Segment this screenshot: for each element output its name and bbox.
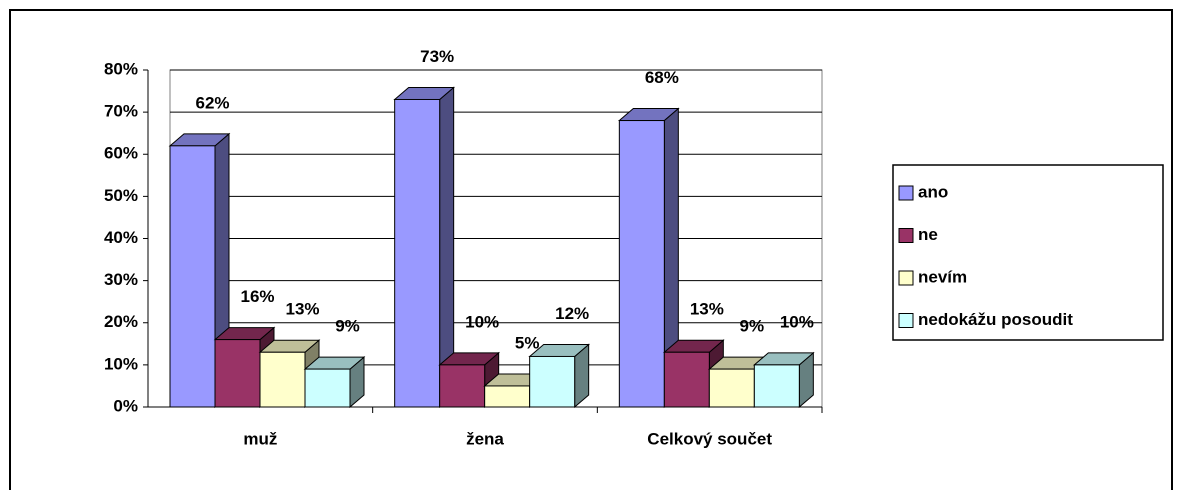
x-tick-label: muž bbox=[243, 429, 277, 448]
bar-front bbox=[259, 351, 306, 408]
bar-front bbox=[753, 364, 800, 408]
value-label: 13% bbox=[285, 300, 319, 319]
value-label: 5% bbox=[515, 333, 540, 352]
bar-front bbox=[663, 351, 710, 408]
y-tick-label: 20% bbox=[104, 312, 138, 331]
y-tick-label: 80% bbox=[104, 59, 138, 78]
x-tick-label: žena bbox=[466, 429, 504, 448]
value-label: 9% bbox=[740, 317, 765, 336]
y-tick-label: 60% bbox=[104, 144, 138, 163]
bar-front bbox=[708, 368, 755, 408]
bar-front bbox=[394, 98, 441, 408]
y-tick-label: 40% bbox=[104, 228, 138, 247]
value-label: 62% bbox=[195, 93, 229, 112]
legend-label: ne bbox=[918, 225, 938, 244]
bar bbox=[617, 107, 680, 409]
y-tick-label: 10% bbox=[104, 354, 138, 373]
value-label: 12% bbox=[555, 304, 589, 323]
value-label: 10% bbox=[780, 312, 814, 331]
bar-front bbox=[618, 120, 665, 408]
value-label: 68% bbox=[645, 68, 679, 87]
bar bbox=[752, 351, 815, 409]
bar-front bbox=[214, 339, 261, 408]
value-label: 10% bbox=[465, 312, 499, 331]
legend-swatch bbox=[898, 313, 914, 328]
bar-front bbox=[169, 145, 216, 408]
bar-front bbox=[484, 385, 531, 408]
bar bbox=[528, 343, 591, 409]
value-label: 16% bbox=[240, 287, 274, 306]
legend-label: nevím bbox=[918, 267, 967, 286]
bar-front bbox=[439, 364, 486, 408]
legend-label: ano bbox=[918, 182, 948, 201]
value-label: 9% bbox=[335, 317, 360, 336]
x-tick-label: Celkový součet bbox=[647, 429, 772, 448]
y-tick-label: 50% bbox=[104, 186, 138, 205]
bar-front bbox=[304, 368, 351, 408]
value-label: 73% bbox=[420, 47, 454, 66]
legend-label: nedokážu posoudit bbox=[918, 310, 1073, 329]
y-tick-label: 30% bbox=[104, 270, 138, 289]
legend-swatch bbox=[898, 185, 914, 201]
bar bbox=[168, 132, 231, 409]
bar bbox=[393, 86, 456, 409]
bar-front bbox=[529, 355, 576, 408]
y-tick-label: 70% bbox=[104, 102, 138, 121]
y-tick-label: 0% bbox=[113, 396, 138, 415]
bar bbox=[303, 356, 366, 409]
legend-swatch bbox=[898, 228, 914, 243]
legend-box bbox=[892, 164, 1164, 341]
value-label: 13% bbox=[690, 300, 724, 319]
legend-swatch bbox=[898, 270, 914, 286]
